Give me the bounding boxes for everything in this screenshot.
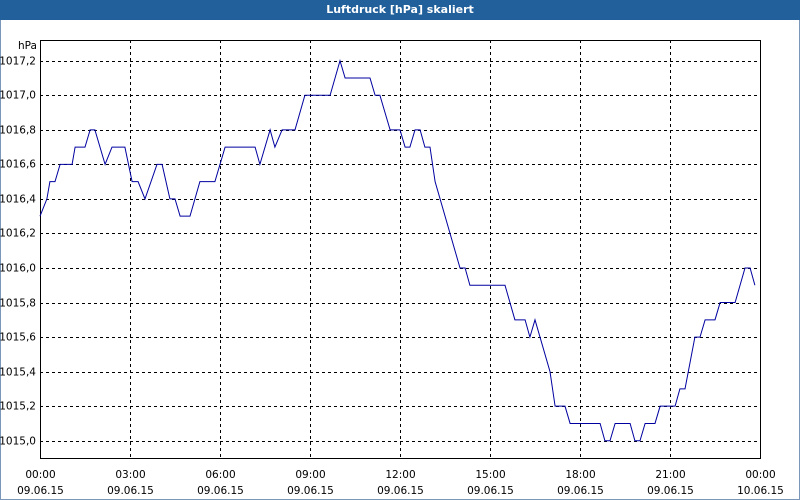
x-tick-label: 15:00 <box>475 469 505 481</box>
x-tick-label: 21:00 <box>655 469 685 481</box>
chart-title: Luftdruck [hPa] skaliert <box>326 3 474 16</box>
x-tick-label: 00:00 <box>745 469 775 481</box>
data-line <box>39 58 756 442</box>
x-tick-date: 09.06.15 <box>647 485 694 497</box>
x-tick-label: 18:00 <box>565 469 595 481</box>
y-tick-label: 1017,0 <box>0 90 36 102</box>
y-tick-label: 1015,6 <box>0 332 36 344</box>
y-axis-label: hPa <box>18 40 37 52</box>
x-tick-date: 09.06.15 <box>287 485 334 497</box>
y-tick-label: 1015,2 <box>0 401 36 413</box>
y-tick-label: 1016,0 <box>0 263 36 275</box>
y-tick-label: 1016,2 <box>0 228 36 240</box>
y-tick-label: 1016,8 <box>0 125 36 137</box>
x-tick-label: 06:00 <box>205 469 235 481</box>
x-tick-label: 00:00 <box>25 469 55 481</box>
y-tick-label: 1015,0 <box>0 436 36 448</box>
x-tick-date: 09.06.15 <box>107 485 154 497</box>
plot-border <box>40 40 761 459</box>
x-tick-label: 09:00 <box>295 469 325 481</box>
x-tick-label: 12:00 <box>385 469 415 481</box>
x-tick-date: 10.06.15 <box>737 485 784 497</box>
y-tick-label: 1015,4 <box>0 367 36 379</box>
x-tick-date: 09.06.15 <box>377 485 424 497</box>
x-tick-date: 09.06.15 <box>197 485 244 497</box>
title-bar <box>0 0 800 20</box>
y-tick-label: 1015,8 <box>0 298 36 310</box>
y-tick-label: 1017,2 <box>0 56 36 68</box>
x-tick-date: 09.06.15 <box>557 485 604 497</box>
x-tick-date: 09.06.15 <box>467 485 514 497</box>
x-tick-label: 03:00 <box>115 469 145 481</box>
y-tick-label: 1016,6 <box>0 159 36 171</box>
y-tick-label: 1016,4 <box>0 194 36 206</box>
x-tick-date: 09.06.15 <box>17 485 64 497</box>
